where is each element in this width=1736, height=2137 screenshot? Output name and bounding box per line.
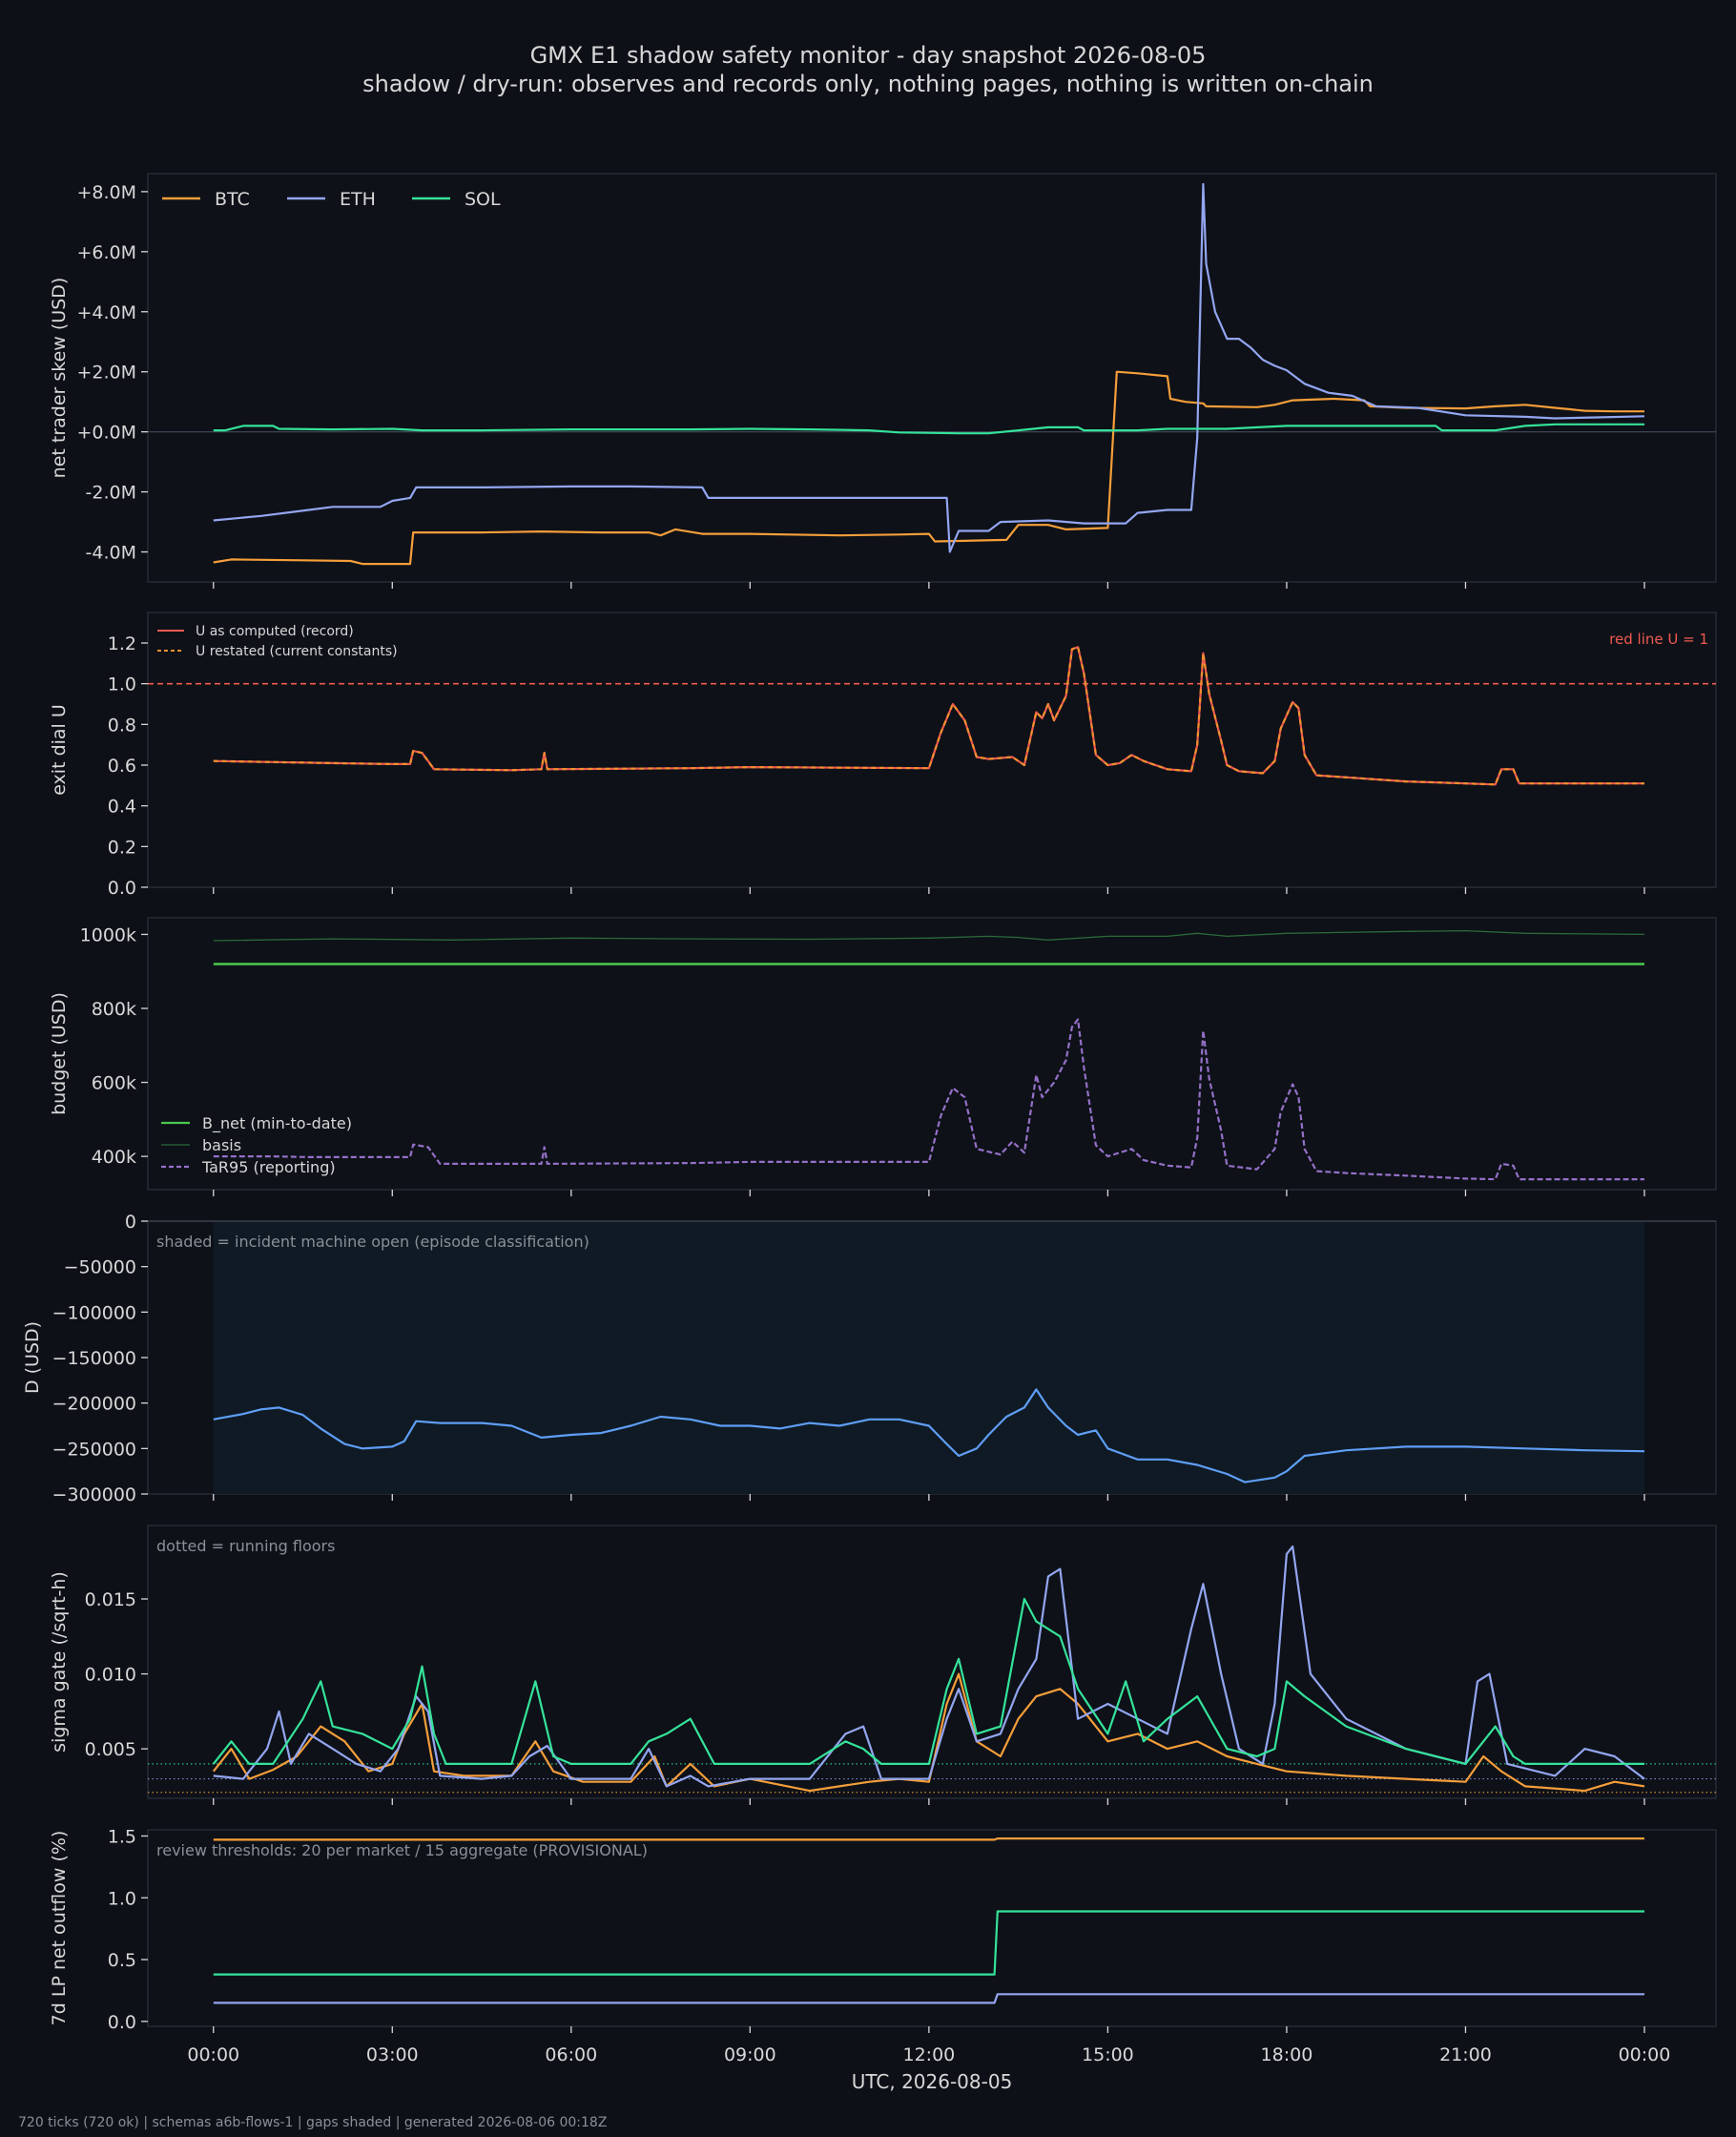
y-axis-label: D (USD): [22, 1321, 43, 1394]
x-tick-label: 03:00: [366, 2044, 419, 2065]
panel-exit: 0.0 0.2 0.4 0.6 0.8 1.0 1.2 exit dial U U as com…: [49, 612, 1717, 899]
series-line-basis: [213, 929, 1645, 942]
y-tick-label: 0.010: [85, 1665, 136, 1686]
y-tick-label: 0.6: [108, 756, 136, 777]
y-tick-label: 0.5: [108, 1950, 136, 1971]
legend-label: TaR95 (reporting): [201, 1158, 336, 1176]
y-tick-label: 1000k: [80, 924, 136, 945]
series-line-tar95-reporting: [213, 1018, 1644, 1181]
y-tick-label: +8.0M: [76, 182, 136, 203]
y-axis-label: sigma gate (/sqrt-h): [49, 1571, 70, 1753]
y-tick-label: 1.0: [108, 674, 136, 695]
panel-annotation: shaded = incident machine open (episode …: [156, 1233, 589, 1251]
y-tick-label: 0.0: [108, 2012, 136, 2033]
y-tick-label: -4.0M: [86, 543, 136, 564]
panel-frame: [147, 612, 1717, 888]
y-tick-label: +0.0M: [76, 423, 136, 444]
panel-lp: 0.0 0.5 1.0 1.5 7d LP net outflow (%) review …: [49, 1826, 1717, 2033]
y-tick-label: −200000: [52, 1394, 136, 1415]
y-axis-label: net trader skew (USD): [49, 278, 70, 479]
legend-label: U restated (current constants): [196, 644, 398, 659]
y-tick-label: 400k: [92, 1147, 136, 1168]
y-axis-label: 7d LP net outflow (%): [49, 1831, 70, 2026]
panel-drawdown: 0 −50000 −100000 −150000 −200000 −250000 −3000…: [22, 1212, 1717, 1505]
legend-label: U as computed (record): [196, 624, 354, 639]
x-tick-label: 18:00: [1261, 2044, 1313, 2065]
series-line-eth: [213, 1993, 1644, 2004]
chart-panels: +8.0M +6.0M +4.0M +2.0M +0.0M -2.0M -4.0M net t…: [22, 173, 1717, 2033]
y-tick-label: −100000: [52, 1302, 136, 1323]
panel-annotation: review thresholds: 20 per market / 15 ag…: [156, 1841, 648, 1859]
y-tick-label: +6.0M: [76, 242, 136, 263]
x-axis-label: UTC, 2026-08-05: [852, 2070, 1013, 2093]
legend-label: SOL: [465, 189, 501, 210]
y-tick-label: +4.0M: [76, 302, 136, 323]
x-tick-label: 09:00: [724, 2044, 776, 2065]
y-tick-label: 800k: [92, 999, 136, 1020]
x-tick-label: 15:00: [1082, 2044, 1134, 2065]
series-line-sol: [213, 1910, 1644, 1976]
x-axis: 00:00 03:00 06:00 09:00 12:00 15:00 18:00 21:00…: [187, 2044, 1670, 2065]
x-tick-label: 06:00: [545, 2044, 597, 2065]
y-tick-label: −300000: [52, 1484, 136, 1505]
legend-label: ETH: [340, 189, 376, 210]
panel-sigma: 0.005 0.010 0.015 sigma gate (/sqrt-h) dotte…: [49, 1525, 1717, 1805]
x-tick-label: 00:00: [187, 2044, 239, 2065]
y-tick-label: 0.4: [108, 797, 136, 818]
panel-skew: +8.0M +6.0M +4.0M +2.0M +0.0M -2.0M -4.0M net t…: [49, 173, 1717, 589]
series-line-u-restated-current-constants: [213, 646, 1644, 786]
y-tick-label: −150000: [52, 1348, 136, 1369]
legend-label: BTC: [215, 189, 250, 210]
figure-title: GMX E1 shadow safety monitor - day snaps…: [530, 42, 1207, 69]
y-tick-label: 1.2: [108, 633, 136, 654]
series-line-eth: [213, 182, 1645, 553]
y-tick-label: -2.0M: [86, 483, 136, 504]
y-axis-label: budget (USD): [49, 992, 70, 1115]
series-line-eth: [213, 1545, 1645, 1788]
y-tick-label: 0.015: [85, 1589, 136, 1610]
y-tick-label: 0: [125, 1212, 136, 1233]
y-tick-label: −50000: [64, 1257, 136, 1278]
x-tick-label: 00:00: [1619, 2044, 1671, 2065]
panel-budget: 400k 600k 800k 1000k budget (USD) B_net (min-…: [49, 917, 1717, 1196]
y-tick-label: 0.8: [108, 715, 136, 736]
y-tick-label: 0.005: [85, 1739, 136, 1760]
y-tick-label: 0.2: [108, 837, 136, 858]
figure-subtitle: shadow / dry-run: observes and records o…: [362, 71, 1374, 97]
figure-footer: 720 ticks (720 ok) | schemas a6b-flows-1…: [18, 2115, 607, 2130]
y-tick-label: 1.5: [108, 1826, 136, 1847]
x-tick-label: 12:00: [902, 2044, 955, 2065]
x-tick-label: 21:00: [1439, 2044, 1492, 2065]
y-axis-label: exit dial U: [49, 704, 70, 796]
panel-annotation: dotted = running floors: [156, 1537, 335, 1555]
incident-shade: [213, 1221, 1644, 1494]
y-tick-label: −250000: [52, 1439, 136, 1460]
y-tick-label: 1.0: [108, 1888, 136, 1909]
series-line-sol: [213, 423, 1644, 435]
panel-frame: [147, 1525, 1717, 1799]
y-tick-label: +2.0M: [76, 363, 136, 384]
series-line-sol: [212, 1597, 1644, 1765]
legend-label: basis: [202, 1136, 241, 1154]
series-line-d: [213, 1388, 1645, 1483]
y-tick-label: 0.0: [108, 878, 136, 899]
panel-frame: [147, 173, 1717, 583]
redline-annotation: red line U = 1: [1609, 631, 1708, 648]
y-tick-label: 600k: [92, 1073, 136, 1094]
series-line-btc: [213, 1837, 1644, 1841]
legend-label: B_net (min-to-date): [202, 1114, 352, 1133]
